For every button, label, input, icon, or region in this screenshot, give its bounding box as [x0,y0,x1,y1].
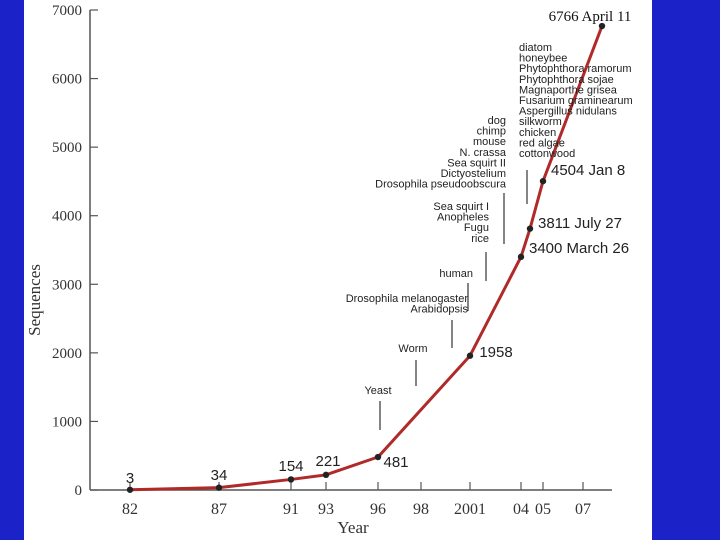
annotation-label: Sea squirt II [447,157,506,169]
annotation-label: honeybee [519,53,567,65]
y-tick-label: 2000 [52,346,82,362]
annotation-label: Worm [398,343,427,355]
x-tick-label: 87 [211,501,227,518]
chart-panel [24,0,652,540]
annotation-label: N. crassa [460,147,507,159]
series-line [129,25,604,492]
annotation-label: Fusarium graminearum [519,95,633,107]
data-label: 481 [383,454,408,471]
annotation-label: Sea squirt I [433,201,489,213]
y-tick-label: 7000 [52,3,82,19]
data-label: 3811 July 27 [538,215,622,232]
annotation-label: diatom [519,42,552,54]
data-point [287,476,295,483]
data-point [526,225,534,232]
x-tick-label: 82 [122,501,138,518]
annotation-label: mouse [473,136,506,148]
x-tick-label: 2001 [454,501,486,518]
data-label: 154 [278,458,303,475]
annotation-label: chicken [519,127,556,139]
data-label: 34 [211,467,228,484]
data-point [215,484,223,491]
y-tick-label: 5000 [52,140,82,156]
annotation-label: Phytophthora sojae [519,74,614,86]
annotation-label: dog [488,115,506,127]
data-label: 1958 [479,344,512,361]
annotation-label: red algae [519,137,565,149]
x-tick-label: 07 [575,501,591,518]
annotation-label: silkworm [519,116,562,128]
data-point [539,177,547,185]
data-point [517,253,525,261]
data-point [466,352,474,359]
x-tick-label: 91 [283,501,299,518]
data-label: 221 [315,453,340,470]
data-point [322,471,330,479]
annotation-label: Anopheles [437,212,489,224]
y-tick-label: 6000 [52,72,82,88]
annotation-label: Magnaporthe grisea [519,84,618,96]
data-point [374,453,382,461]
annotation-label: human [439,268,473,280]
annotation-label: Yeast [364,385,391,397]
x-axis-title: Year [337,518,369,537]
x-tick-label: 96 [370,501,386,518]
y-tick-label: 4000 [52,209,82,225]
y-tick-label: 1000 [52,414,82,430]
annotation-label: Arabidopsis [411,304,469,316]
data-point [598,22,606,30]
annotation-label: Dictyostelium [441,168,506,180]
annotation-label: Phytophthora ramorum [519,63,632,75]
data-label: 6766 April 11 [549,9,632,25]
x-tick-label: 05 [535,501,551,518]
x-tick-label: 98 [413,501,429,518]
y-axis-title: Sequences [25,264,44,336]
annotation-label: Drosophila melanogaster [346,293,469,305]
annotation-label: rice [471,233,489,245]
data-label: 3 [126,470,134,487]
data-label: 3400 March 26 [529,240,629,257]
x-tick-label: 93 [318,501,334,518]
y-tick-label: 3000 [52,277,82,293]
annotation-label: Drosophila pseudoobscura [375,179,507,191]
annotation-label: Fugu [464,222,489,234]
data-point [126,486,134,493]
annotation-label: cottonwood [519,148,575,160]
data-label: 4504 Jan 8 [551,162,625,179]
y-tick-label: 0 [75,483,83,499]
annotation-label: chimp [477,126,506,138]
annotation-label: Aspergillus nidulans [519,106,617,118]
x-tick-label: 04 [513,501,529,518]
